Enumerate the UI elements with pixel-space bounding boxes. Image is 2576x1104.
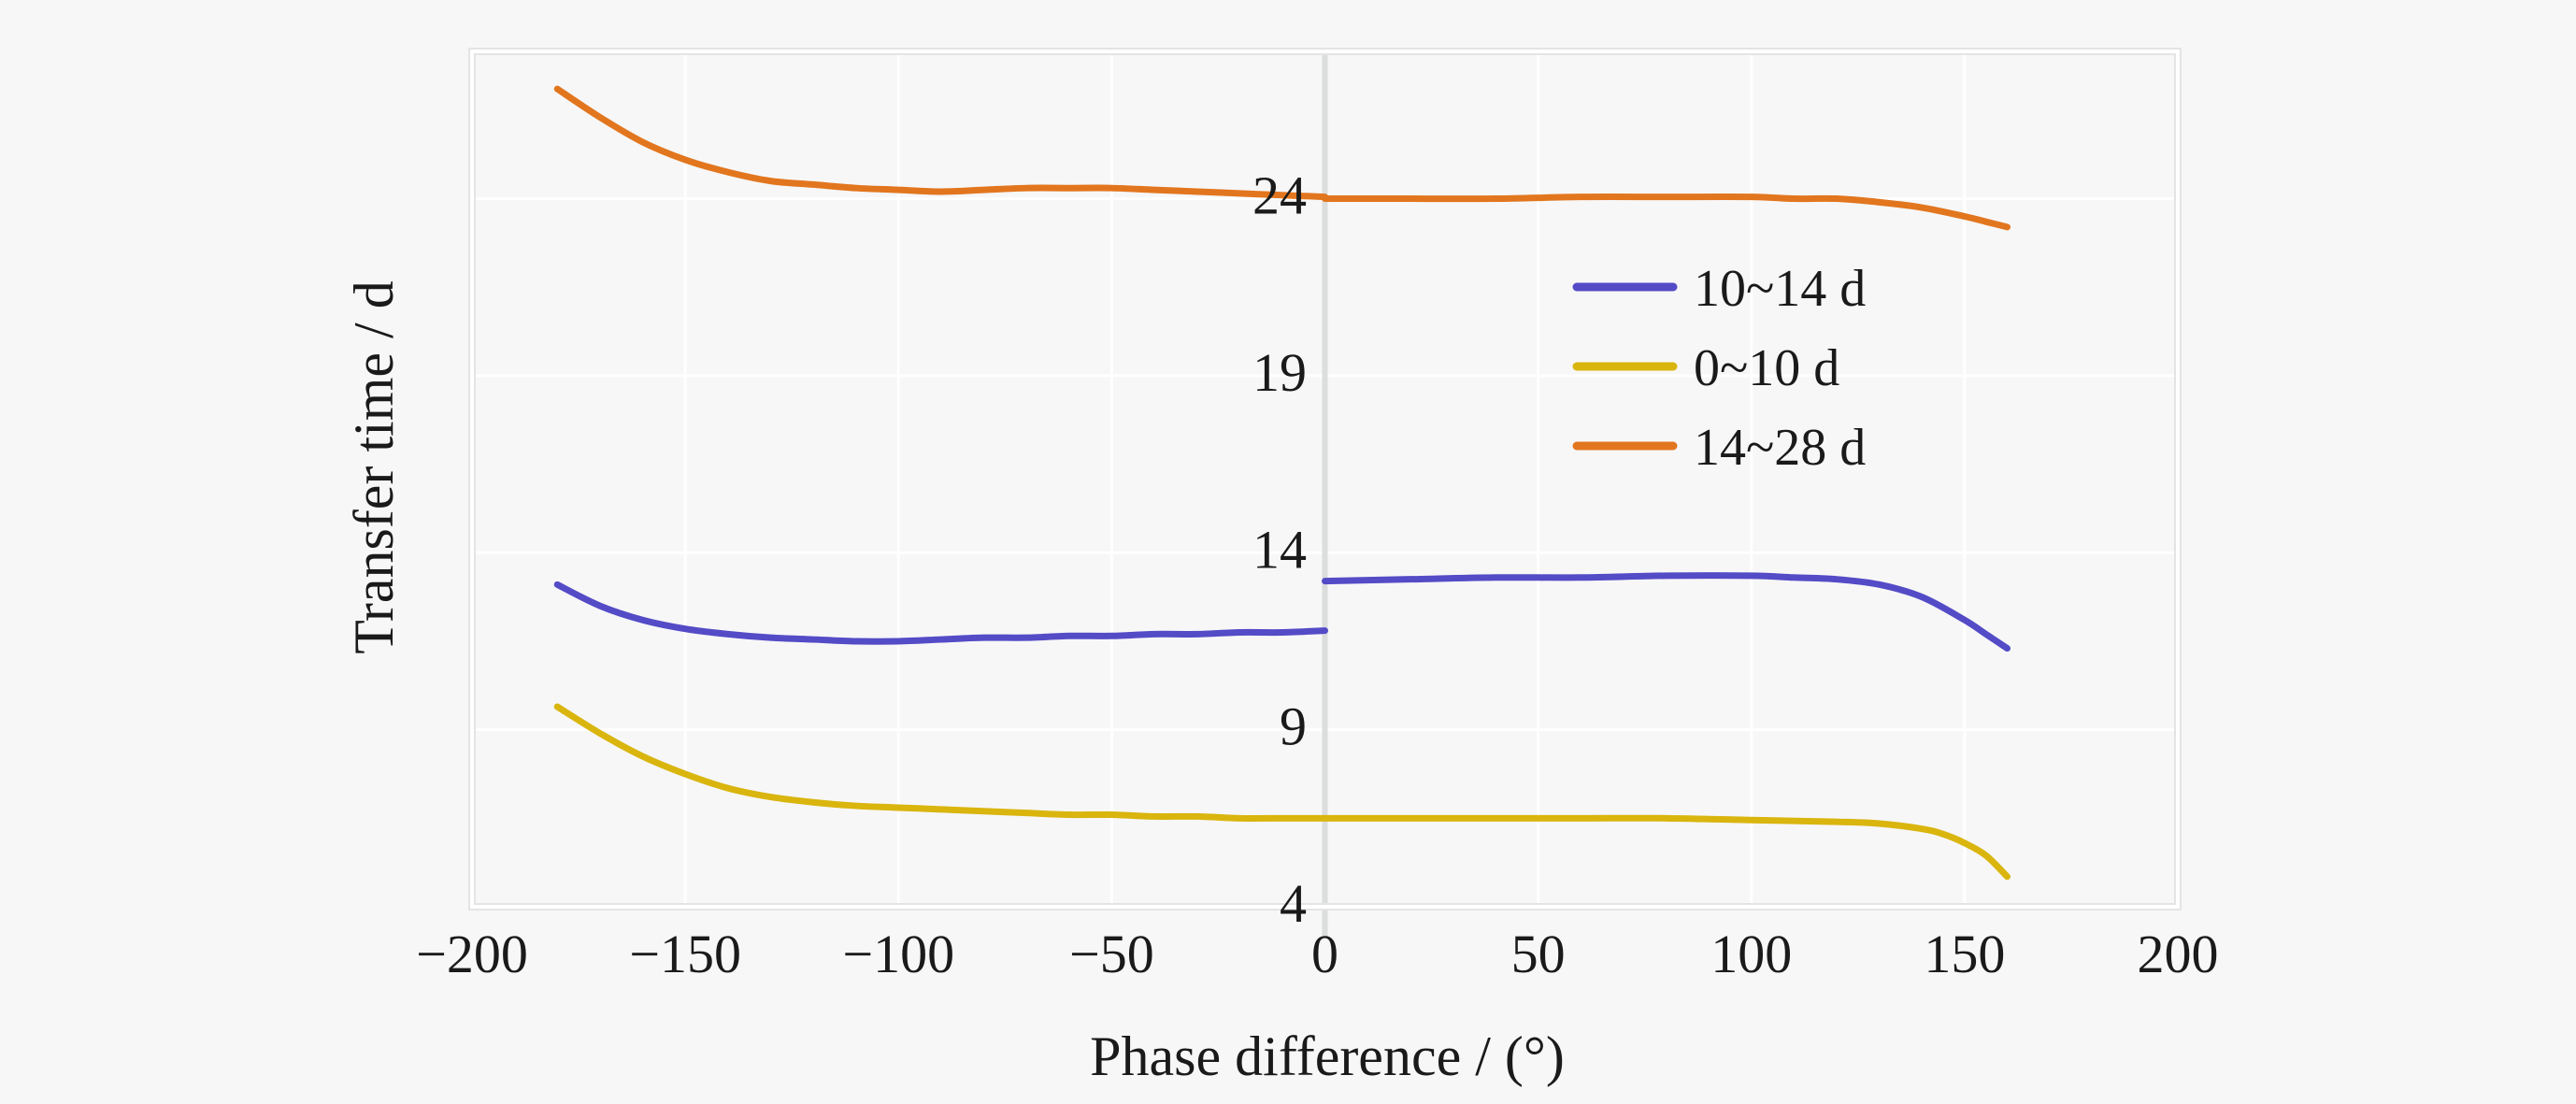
y-tick-label: 4 bbox=[1280, 873, 1307, 934]
legend-item: 10~14 d bbox=[1572, 260, 1866, 318]
legend-label: 0~10 d bbox=[1694, 339, 1839, 397]
x-tick-label: 150 bbox=[1924, 924, 2005, 984]
x-tick-label: −200 bbox=[416, 924, 528, 984]
series-line-14~28-d bbox=[1322, 194, 2011, 231]
x-tick-label: −50 bbox=[1069, 924, 1154, 984]
legend-item: 14~28 d bbox=[1572, 419, 1866, 477]
x-tick-label: 0 bbox=[1311, 924, 1338, 984]
series-line-0~10-d bbox=[553, 703, 2011, 881]
y-tick-label: 19 bbox=[1252, 342, 1307, 403]
x-tick-label: −150 bbox=[629, 924, 741, 984]
x-tick-label: 50 bbox=[1511, 924, 1566, 984]
x-tick-label: −100 bbox=[842, 924, 954, 984]
series-line-14~28-d bbox=[553, 85, 1328, 201]
x-axis-title: Phase difference / (°) bbox=[1090, 1025, 1565, 1087]
series-line-10~14-d bbox=[553, 581, 1328, 645]
legend: 10~14 d 0~10 d 14~28 d bbox=[1572, 260, 1866, 477]
legend-label: 10~14 d bbox=[1694, 260, 1866, 318]
y-tick-label: 14 bbox=[1252, 519, 1307, 580]
legend-item: 0~10 d bbox=[1572, 339, 1839, 397]
series-curves bbox=[553, 85, 2011, 881]
tick-labels: −200 −150 −100 −50 0 50 100 150 200 4 9 14 19 24 bbox=[416, 165, 2218, 984]
y-axis-title: Transfer time / d bbox=[343, 280, 405, 653]
y-tick-label: 24 bbox=[1252, 165, 1307, 226]
plot-frame bbox=[470, 50, 2180, 909]
x-tick-label: 200 bbox=[2138, 924, 2219, 984]
x-tick-label: 100 bbox=[1710, 924, 1792, 984]
legend-label: 14~28 d bbox=[1694, 419, 1866, 477]
y-tick-label: 9 bbox=[1280, 696, 1307, 757]
series-line-10~14-d bbox=[1322, 572, 2011, 652]
